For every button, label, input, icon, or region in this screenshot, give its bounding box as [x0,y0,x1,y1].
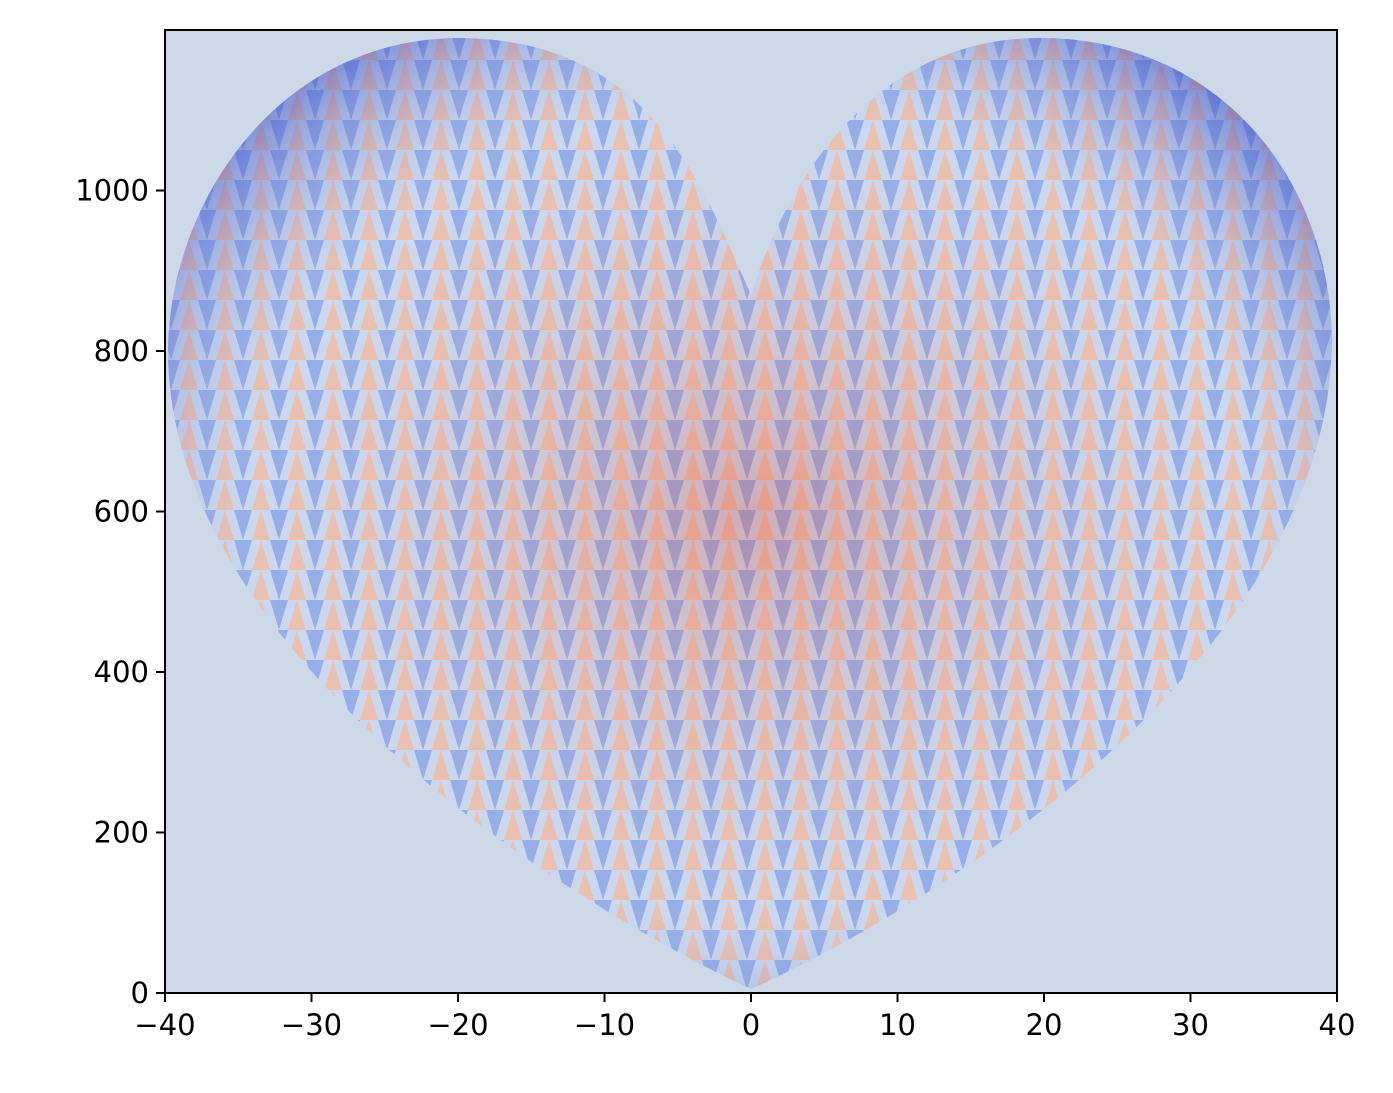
x-tick-label: 30 [1172,1008,1209,1042]
heart-shade [168,38,1332,989]
x-tick-label: 40 [1319,1008,1356,1042]
x-tick-label: −20 [427,1008,488,1042]
x-tick-label: 20 [1026,1008,1063,1042]
y-tick-label: 0 [131,976,149,1010]
x-tick-label: −10 [574,1008,635,1042]
y-tick-label: 1000 [75,174,149,208]
y-tick-label: 400 [94,655,149,689]
y-tick-label: 200 [94,816,149,850]
x-tick-label: −40 [134,1008,195,1042]
x-tick-label: −30 [281,1008,342,1042]
y-tick-label: 600 [94,495,149,529]
y-tick-label: 800 [94,334,149,368]
x-tick-label: 10 [879,1008,916,1042]
x-tick-label: 0 [742,1008,760,1042]
heart-image [168,38,1332,989]
